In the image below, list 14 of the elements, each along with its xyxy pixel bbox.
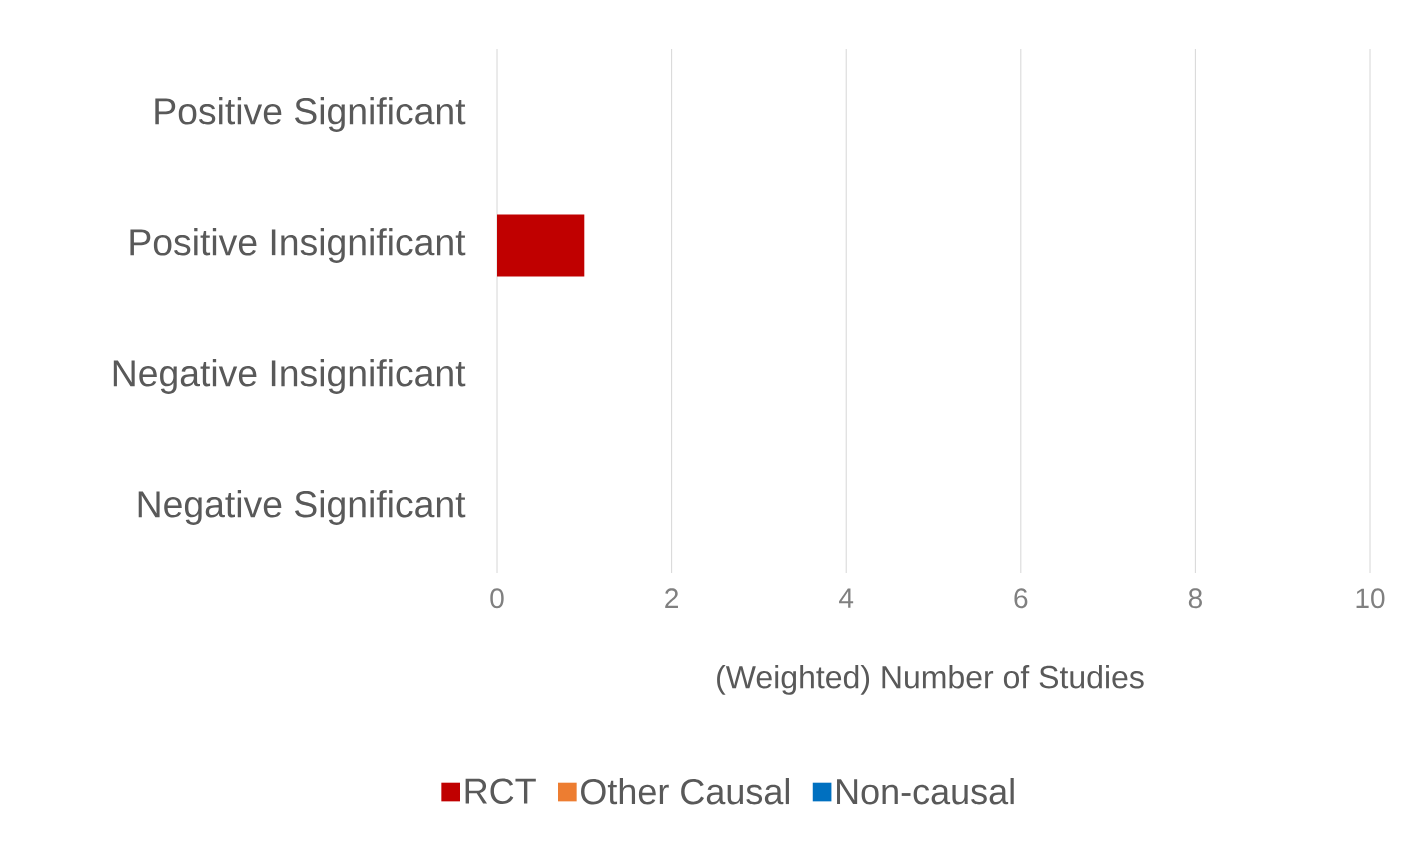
x-tick-label: 0 xyxy=(490,588,504,609)
x-tick-label: 6 xyxy=(1014,588,1028,609)
y-tick-label: Positive Significant xyxy=(155,97,466,132)
legend-label: Non-causal xyxy=(837,777,1014,805)
x-axis-title: (Weighted) Number of Studies xyxy=(717,664,1144,695)
legend-label: Other Causal xyxy=(581,777,789,805)
legend-label: RCT xyxy=(465,778,536,804)
x-tick-label: 4 xyxy=(839,588,854,608)
y-tick-label: Negative Insignificant xyxy=(113,359,466,394)
x-tick-label: 10 xyxy=(1356,588,1385,609)
y-tick-label: Negative Significant xyxy=(138,490,466,525)
x-tick-label: 8 xyxy=(1188,588,1202,609)
x-tick-label: 2 xyxy=(665,588,678,608)
y-tick-label: Positive Insignificant xyxy=(130,228,466,263)
